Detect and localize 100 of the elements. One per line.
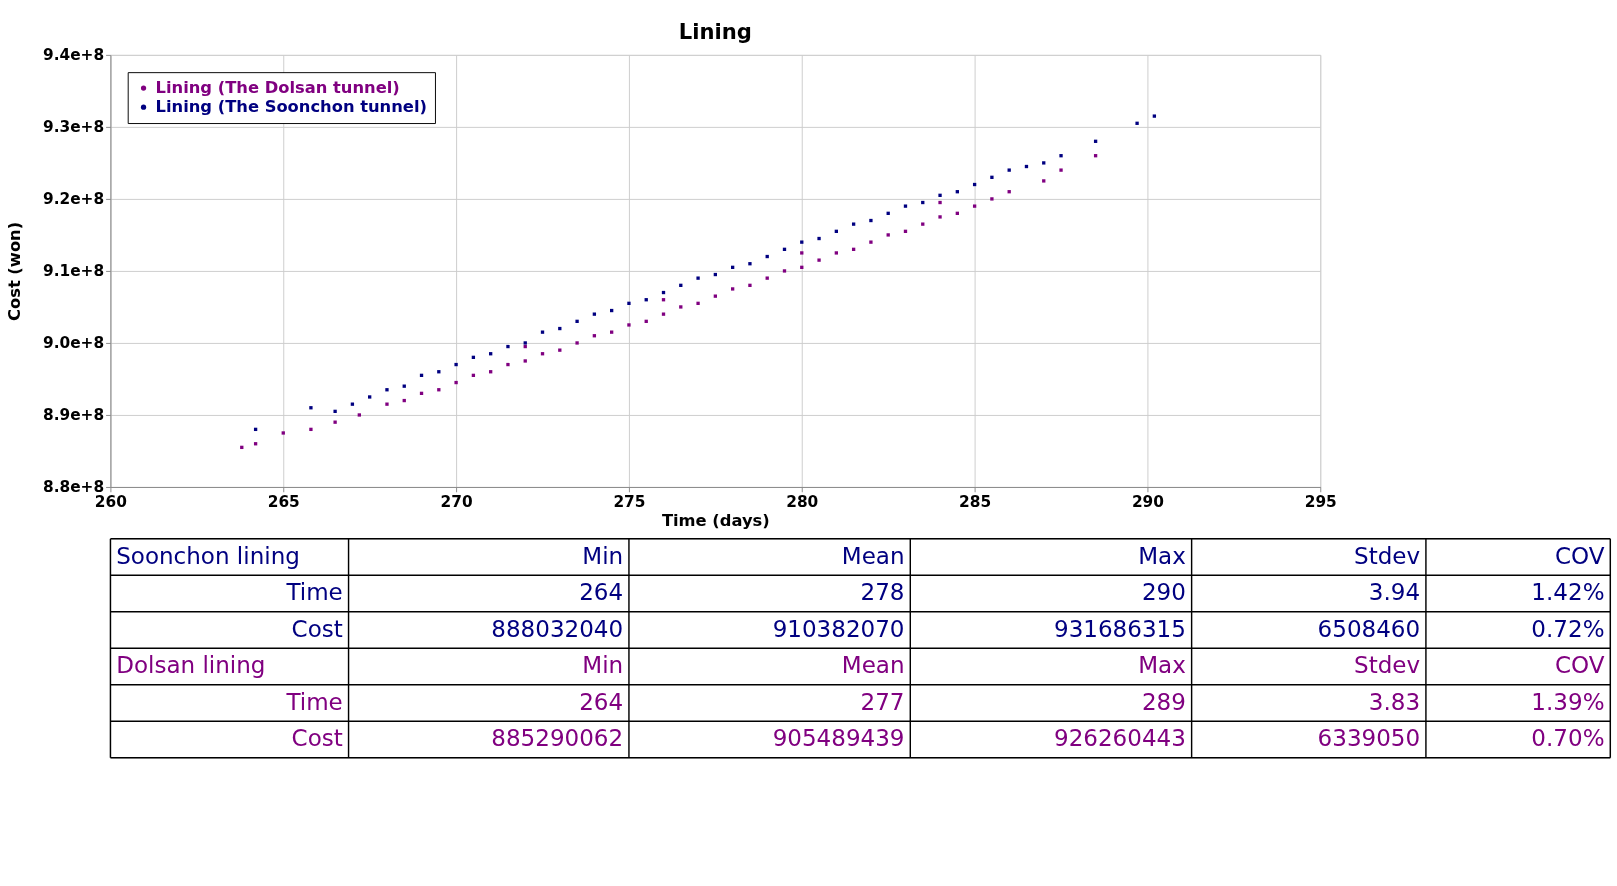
text: 885290062 bbox=[491, 725, 624, 752]
point bbox=[609, 330, 614, 334]
point bbox=[851, 222, 856, 226]
point bbox=[523, 359, 527, 363]
text: Lining (The Dolsan tunnel) bbox=[155, 77, 400, 97]
point bbox=[627, 301, 631, 305]
point bbox=[696, 301, 700, 305]
point bbox=[990, 197, 994, 201]
point bbox=[765, 276, 769, 280]
point bbox=[782, 269, 787, 273]
point bbox=[903, 204, 908, 208]
point bbox=[592, 312, 597, 316]
y-tick-label: 9.4e+8 bbox=[43, 46, 105, 65]
point bbox=[523, 341, 527, 345]
point bbox=[575, 319, 579, 324]
point bbox=[817, 236, 821, 241]
point bbox=[1042, 179, 1046, 183]
y-tick-label: 9.3e+8 bbox=[43, 118, 105, 137]
text: COV bbox=[1554, 652, 1605, 679]
point bbox=[1059, 154, 1063, 158]
point bbox=[1152, 114, 1157, 118]
text: 3.83 bbox=[1368, 688, 1421, 715]
text: Max bbox=[1138, 542, 1186, 569]
text: 289 bbox=[1141, 688, 1186, 715]
point bbox=[938, 215, 942, 219]
text: 264 bbox=[579, 688, 624, 715]
text: 278 bbox=[860, 579, 905, 606]
text: Stdev bbox=[1354, 652, 1421, 679]
text: Soonchon lining bbox=[116, 542, 300, 569]
point bbox=[506, 344, 510, 349]
text: COV bbox=[1554, 542, 1605, 569]
point bbox=[558, 348, 562, 352]
text: Mean bbox=[841, 652, 905, 679]
x-tick-label: 295 bbox=[1304, 492, 1337, 511]
x-tick-label: 285 bbox=[959, 492, 992, 511]
point bbox=[368, 395, 372, 399]
y-axis-title: Cost (won) bbox=[4, 221, 24, 321]
point bbox=[661, 312, 666, 316]
text: 0.72% bbox=[1531, 615, 1605, 642]
point bbox=[309, 406, 313, 410]
point bbox=[1135, 121, 1139, 125]
text: 3.94 bbox=[1368, 579, 1421, 606]
point bbox=[990, 175, 994, 179]
point bbox=[730, 287, 735, 291]
x-axis-title: Time (days) bbox=[661, 510, 770, 530]
x-tick-label: 270 bbox=[440, 492, 473, 511]
text: 277 bbox=[860, 688, 905, 715]
y-tick-label: 9.2e+8 bbox=[43, 190, 105, 209]
chart-title: Lining bbox=[678, 18, 752, 44]
point bbox=[385, 388, 389, 392]
point bbox=[748, 262, 752, 266]
text: Dolsan lining bbox=[116, 652, 266, 679]
x-tick-label: 275 bbox=[613, 492, 646, 511]
text: Cost bbox=[291, 615, 343, 642]
point bbox=[357, 413, 361, 417]
point bbox=[800, 251, 804, 255]
text: Time bbox=[285, 688, 343, 715]
point bbox=[938, 193, 942, 197]
text: Stdev bbox=[1354, 542, 1421, 569]
text: 1.42% bbox=[1531, 579, 1605, 606]
point bbox=[921, 222, 925, 226]
y-tick-label: 9.0e+8 bbox=[43, 334, 105, 353]
x-tick-label: 280 bbox=[786, 492, 819, 511]
point bbox=[627, 323, 631, 327]
text: 290 bbox=[1141, 579, 1186, 606]
point bbox=[402, 384, 406, 388]
point bbox=[575, 341, 579, 345]
point bbox=[1007, 168, 1011, 172]
x-tick-label: 260 bbox=[94, 492, 127, 511]
point bbox=[506, 362, 510, 367]
point bbox=[869, 240, 873, 244]
point bbox=[385, 402, 389, 406]
point bbox=[454, 362, 458, 367]
text: 0.70% bbox=[1531, 725, 1605, 752]
x-tick-label: 290 bbox=[1131, 492, 1164, 511]
text: 6339050 bbox=[1317, 725, 1421, 752]
point bbox=[1059, 168, 1063, 172]
point bbox=[748, 283, 752, 287]
y-tick-label: 9.1e+8 bbox=[43, 262, 105, 281]
text: 931686315 bbox=[1053, 615, 1186, 642]
point bbox=[1042, 161, 1046, 165]
text: Time bbox=[285, 579, 343, 606]
point bbox=[713, 294, 718, 298]
point bbox=[696, 276, 700, 280]
text: 6508460 bbox=[1317, 615, 1421, 642]
point bbox=[834, 251, 839, 255]
text: 1.39% bbox=[1531, 688, 1605, 715]
x-tick-label: 265 bbox=[267, 492, 300, 511]
point bbox=[817, 258, 821, 262]
text: 910382070 bbox=[772, 615, 905, 642]
text: Lining (The Soonchon tunnel) bbox=[155, 97, 427, 117]
text: 905489439 bbox=[772, 725, 905, 752]
text: Min bbox=[582, 542, 624, 569]
point bbox=[540, 330, 545, 334]
point bbox=[938, 200, 942, 205]
text: Min bbox=[582, 652, 624, 679]
text: 926260443 bbox=[1053, 725, 1186, 752]
text: 888032040 bbox=[491, 615, 624, 642]
point bbox=[454, 380, 458, 385]
point bbox=[309, 427, 313, 432]
